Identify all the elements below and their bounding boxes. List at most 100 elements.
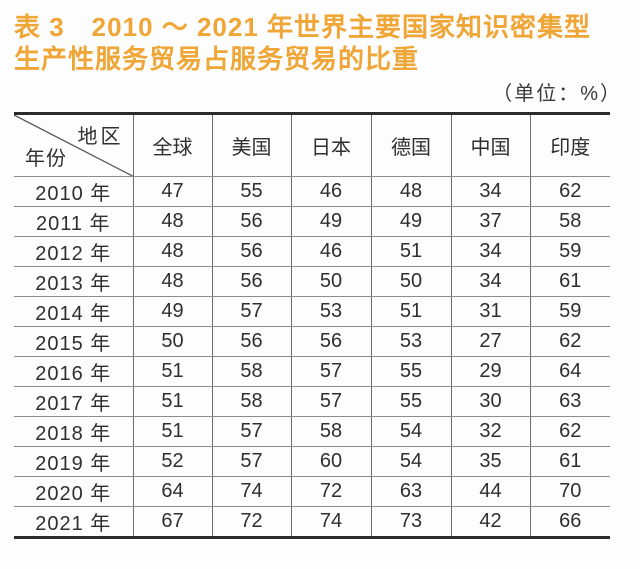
table-title: 表 3 2010 ～ 2021 年世界主要国家知识密集型 生产性服务贸易占服务贸… — [14, 12, 624, 75]
value-cell: 53 — [290, 296, 371, 328]
table-header: 地区 年份 全球 美国 日本 德国 中国 印度 — [14, 113, 610, 178]
corner-label-region: 地区 — [77, 126, 124, 149]
value-cell: 60 — [290, 446, 371, 478]
value-cell: 51 — [132, 356, 212, 388]
value-cell: 34 — [450, 176, 530, 208]
year-cell: 2015 年 — [14, 326, 133, 358]
value-cell: 48 — [370, 176, 451, 208]
value-cell: 72 — [211, 506, 291, 539]
value-cell: 31 — [450, 296, 530, 328]
corner-cell: 地区 年份 — [14, 113, 133, 178]
column-header-global: 全球 — [132, 113, 212, 178]
value-cell: 56 — [211, 236, 291, 268]
column-header-usa: 美国 — [211, 113, 291, 178]
value-cell: 61 — [529, 266, 610, 298]
data-table: 地区 年份 全球 美国 日本 德国 中国 印度 2010 年 47 55 46 48 34… — [14, 112, 610, 540]
value-cell: 56 — [211, 206, 291, 238]
value-cell: 64 — [132, 476, 212, 508]
diagonal-divider-line — [14, 115, 133, 176]
value-cell: 50 — [290, 266, 371, 298]
value-cell: 57 — [211, 296, 291, 328]
value-cell: 74 — [290, 506, 371, 539]
value-cell: 42 — [450, 506, 530, 539]
value-cell: 58 — [290, 416, 371, 448]
value-cell: 58 — [211, 386, 291, 418]
value-cell: 46 — [290, 236, 371, 268]
value-cell: 64 — [529, 356, 610, 388]
value-cell: 30 — [450, 386, 530, 418]
value-cell: 32 — [450, 416, 530, 448]
value-cell: 62 — [529, 176, 610, 208]
value-cell: 56 — [211, 266, 291, 298]
value-cell: 51 — [370, 296, 451, 328]
year-cell: 2017 年 — [14, 386, 133, 418]
value-cell: 62 — [529, 416, 610, 448]
corner-label-year: 年份 — [25, 148, 67, 171]
value-cell: 63 — [529, 386, 610, 418]
column-header-germany: 德国 — [370, 113, 451, 178]
column-header-india: 印度 — [529, 113, 610, 178]
value-cell: 73 — [370, 506, 451, 539]
value-cell: 58 — [529, 206, 610, 238]
value-cell: 61 — [529, 446, 610, 478]
table-row: 2016 年 51 58 57 55 29 64 — [14, 356, 610, 388]
value-cell: 55 — [370, 386, 451, 418]
value-cell: 44 — [450, 476, 530, 508]
column-header-japan: 日本 — [290, 113, 371, 178]
year-cell: 2016 年 — [14, 356, 133, 388]
year-cell: 2011 年 — [14, 206, 133, 238]
value-cell: 55 — [211, 176, 291, 208]
value-cell: 54 — [370, 416, 451, 448]
value-cell: 49 — [290, 206, 371, 238]
table-row: 2013 年 48 56 50 50 34 61 — [14, 266, 610, 298]
value-cell: 58 — [211, 356, 291, 388]
value-cell: 66 — [529, 506, 610, 539]
table-title-line-2: 生产性服务贸易占服务贸易的比重 — [14, 43, 420, 74]
value-cell: 67 — [132, 506, 212, 539]
year-cell: 2019 年 — [14, 446, 133, 478]
value-cell: 51 — [370, 236, 451, 268]
value-cell: 55 — [370, 356, 451, 388]
value-cell: 57 — [211, 446, 291, 478]
value-cell: 49 — [132, 296, 212, 328]
value-cell: 46 — [290, 176, 371, 208]
value-cell: 35 — [450, 446, 530, 478]
column-header-china: 中国 — [450, 113, 530, 178]
value-cell: 50 — [370, 266, 451, 298]
value-cell: 47 — [132, 176, 212, 208]
value-cell: 62 — [529, 326, 610, 358]
value-cell: 56 — [211, 326, 291, 358]
value-cell: 37 — [450, 206, 530, 238]
value-cell: 59 — [529, 296, 610, 328]
value-cell: 52 — [132, 446, 212, 478]
value-cell: 57 — [290, 356, 371, 388]
table-row: 2020 年 64 74 72 63 44 70 — [14, 476, 610, 508]
year-cell: 2021 年 — [14, 506, 133, 539]
value-cell: 34 — [450, 266, 530, 298]
year-cell: 2010 年 — [14, 176, 133, 208]
value-cell: 72 — [290, 476, 371, 508]
table-row: 2017 年 51 58 57 55 30 63 — [14, 386, 610, 418]
value-cell: 29 — [450, 356, 530, 388]
table-row: 2019 年 52 57 60 54 35 61 — [14, 446, 610, 478]
table-row: 2015 年 50 56 56 53 27 62 — [14, 326, 610, 358]
value-cell: 49 — [370, 206, 451, 238]
table-row: 2010 年 47 55 46 48 34 62 — [14, 176, 610, 208]
value-cell: 57 — [211, 416, 291, 448]
value-cell: 34 — [450, 236, 530, 268]
table-title-line-1: 表 3 2010 ～ 2021 年世界主要国家知识密集型 — [14, 12, 592, 42]
table-body: 2010 年 47 55 46 48 34 62 2011 年 48 56 49 49 37 58 2012… — [14, 176, 610, 539]
value-cell: 50 — [132, 326, 212, 358]
value-cell: 70 — [529, 476, 610, 508]
year-cell: 2012 年 — [14, 236, 133, 268]
value-cell: 53 — [370, 326, 451, 358]
unit-label: （单位：%） — [492, 83, 622, 106]
table-row: 2014 年 49 57 53 51 31 59 — [14, 296, 610, 328]
value-cell: 48 — [132, 206, 212, 238]
value-cell: 27 — [450, 326, 530, 358]
value-cell: 54 — [370, 446, 451, 478]
year-cell: 2014 年 — [14, 296, 133, 328]
header-row: 地区 年份 全球 美国 日本 德国 中国 印度 — [14, 113, 610, 178]
value-cell: 48 — [132, 236, 212, 268]
